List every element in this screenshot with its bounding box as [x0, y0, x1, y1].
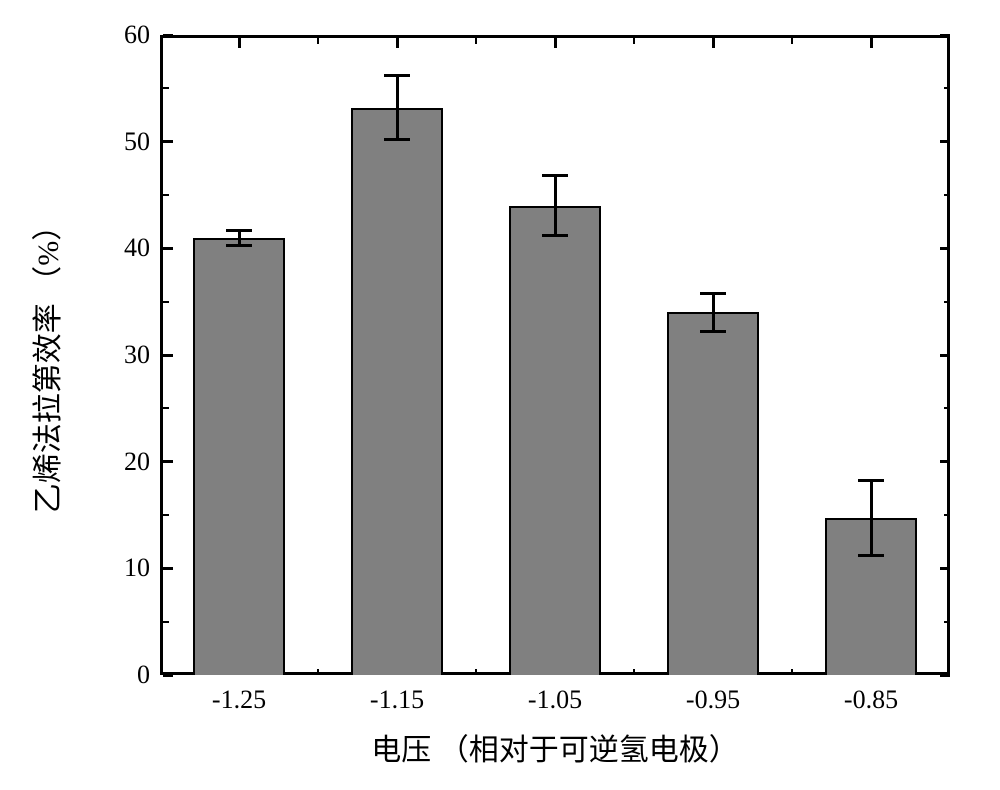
errorbar-cap-top [542, 174, 568, 177]
x-tick-label: -1.25 [189, 685, 289, 715]
y-tick-major [163, 34, 173, 37]
errorbar-stem [870, 481, 873, 556]
x-tick-label: -0.85 [821, 685, 921, 715]
x-tick-label: -0.95 [663, 685, 763, 715]
x-tick-major [870, 38, 873, 48]
x-tick-label: -1.15 [347, 685, 447, 715]
bar [509, 206, 601, 675]
y-tick-major [163, 460, 173, 463]
y-tick-minor [163, 194, 169, 196]
x-tick-minor [791, 669, 793, 675]
y-tick-major [940, 354, 950, 357]
y-tick-major [163, 567, 173, 570]
y-tick-label: 40 [124, 233, 150, 263]
x-tick-minor [633, 38, 635, 44]
x-tick-major [554, 38, 557, 48]
x-tick-major [712, 38, 715, 48]
y-tick-minor [944, 621, 950, 623]
x-tick-major [238, 38, 241, 48]
y-tick-minor [944, 407, 950, 409]
x-tick-minor [633, 669, 635, 675]
errorbar-stem [554, 176, 557, 236]
errorbar-stem [712, 293, 715, 331]
x-tick-label: -1.05 [505, 685, 605, 715]
y-tick-minor [163, 301, 169, 303]
y-tick-major [163, 674, 173, 677]
y-tick-minor [944, 194, 950, 196]
x-tick-minor [475, 38, 477, 44]
errorbar-cap-bottom [384, 138, 410, 141]
y-tick-major [163, 247, 173, 250]
y-tick-major [940, 34, 950, 37]
y-tick-major [163, 354, 173, 357]
bar [193, 238, 285, 675]
y-tick-label: 60 [124, 20, 150, 50]
bar-chart: 乙烯法拉第效率 （%） 电压 （相对于可逆氢电极） 0102030405060 … [0, 0, 1000, 790]
errorbar-cap-top [384, 74, 410, 77]
y-tick-label: 0 [137, 660, 150, 690]
x-tick-minor [475, 669, 477, 675]
errorbar-cap-bottom [700, 330, 726, 333]
x-tick-minor [317, 38, 319, 44]
y-tick-major [940, 140, 950, 143]
y-tick-major [940, 567, 950, 570]
y-tick-major [163, 140, 173, 143]
y-tick-major [940, 247, 950, 250]
errorbar-cap-top [858, 479, 884, 482]
errorbar-cap-top [226, 229, 252, 232]
y-tick-minor [944, 87, 950, 89]
y-axis-title: 乙烯法拉第效率 （%） [23, 42, 67, 682]
errorbar-cap-bottom [226, 244, 252, 247]
bar [667, 312, 759, 675]
y-tick-major [940, 460, 950, 463]
y-tick-minor [944, 301, 950, 303]
errorbar-cap-bottom [542, 234, 568, 237]
x-axis-title: 电压 （相对于可逆氢电极） [160, 725, 950, 769]
y-tick-label: 20 [124, 447, 150, 477]
y-tick-major [940, 674, 950, 677]
errorbar-cap-top [700, 292, 726, 295]
y-tick-label: 30 [124, 340, 150, 370]
errorbar-cap-bottom [858, 554, 884, 557]
x-tick-major [396, 38, 399, 48]
errorbar-stem [396, 76, 399, 140]
y-tick-minor [163, 87, 169, 89]
y-tick-minor [163, 621, 169, 623]
x-tick-minor [317, 669, 319, 675]
y-tick-label: 50 [124, 127, 150, 157]
y-tick-minor [163, 407, 169, 409]
y-tick-minor [944, 514, 950, 516]
y-tick-minor [163, 514, 169, 516]
bar [351, 108, 443, 675]
x-tick-minor [791, 38, 793, 44]
y-tick-label: 10 [124, 553, 150, 583]
